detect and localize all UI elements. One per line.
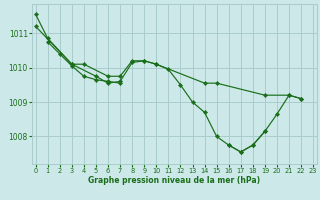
X-axis label: Graphe pression niveau de la mer (hPa): Graphe pression niveau de la mer (hPa) bbox=[88, 176, 260, 185]
